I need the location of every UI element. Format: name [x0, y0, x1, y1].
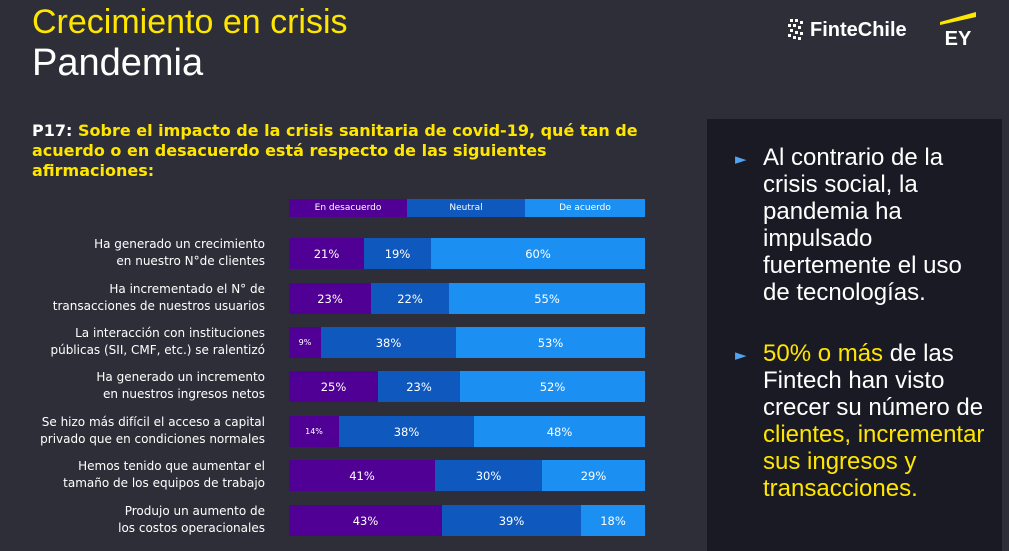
stacked-bar: 23% 22% 55% [289, 283, 645, 314]
category-label: Ha generado un incremento en nuestros ing… [20, 369, 265, 403]
category-label-line: Hemos tenido que aumentar el [78, 459, 265, 473]
category-label-line: Ha generado un crecimiento [94, 237, 265, 251]
question-text: Sobre el impacto de la crisis sanitaria … [32, 121, 638, 180]
question-number: P17: [32, 121, 73, 140]
bar-segment: 23% [378, 371, 460, 402]
insight-highlight-2: clientes, incrementar sus ingresos y tra… [763, 421, 985, 502]
bar-segment: 21% [289, 238, 364, 269]
bar-segment: 39% [442, 505, 581, 536]
category-label-line: privado que en condiciones normales [40, 432, 265, 446]
category-label-line: tamaño de los equipos de trabajo [63, 476, 265, 490]
category-label-line: públicas (SII, CMF, etc.) se ralentizó [50, 343, 265, 357]
category-label-line: transacciones de nuestros usuarios [52, 299, 265, 313]
stacked-bar: 41% 30% 29% [289, 460, 645, 491]
stacked-bar: 9% 38% 53% [289, 327, 645, 358]
bar-segment: 18% [581, 505, 645, 536]
chart-legend: En desacuerdo Neutral De acuerdo [289, 199, 645, 217]
insight-bullet-2-text: de las Fintech han visto crecer su númer… [763, 340, 984, 421]
category-label: Se hizo más difícil el acceso a capital p… [20, 414, 265, 448]
bar-segment: 41% [289, 460, 435, 491]
bar-segment: 38% [321, 327, 456, 358]
bullet-triangle-icon: ► [735, 150, 747, 168]
insight-bullet-2: 50% o más de las Fintech han visto crece… [763, 340, 993, 502]
category-label: Hemos tenido que aumentar el tamaño de lo… [20, 458, 265, 492]
bar-segment: 19% [364, 238, 431, 269]
category-label-line: los costos operacionales [118, 521, 265, 535]
stacked-bar: 25% 23% 52% [289, 371, 645, 402]
category-label: Produjo un aumento de los costos operacio… [20, 503, 265, 537]
bar-segment: 14% [289, 416, 339, 447]
insight-panel [707, 119, 1002, 551]
page-subtitle: Pandemia [32, 42, 204, 84]
bar-segment: 55% [449, 283, 645, 314]
finte-chile-logo-text: FinteChile [810, 18, 907, 41]
bar-segment: 60% [431, 238, 645, 269]
insight-highlight-1: 50% o más [763, 340, 884, 367]
category-label-line: La interacción con instituciones [75, 326, 265, 340]
stacked-bar: 43% 39% 18% [289, 505, 645, 536]
category-label: Ha incrementado el N° de transacciones de… [20, 281, 265, 315]
bar-segment: 23% [289, 283, 371, 314]
stacked-bar: 14% 38% 48% [289, 416, 645, 447]
category-label-line: en nuestro N°de clientes [116, 254, 265, 268]
legend-item: Neutral [407, 199, 525, 217]
bar-segment: 43% [289, 505, 442, 536]
bar-segment: 52% [460, 371, 645, 402]
category-label: La interacción con instituciones públicas… [20, 325, 265, 359]
bar-segment: 29% [542, 460, 645, 491]
stacked-bar: 21% 19% 60% [289, 238, 645, 269]
category-label-line: en nuestros ingresos netos [103, 387, 265, 401]
category-label-line: Ha incrementado el N° de [109, 282, 265, 296]
insight-bullet-1: Al contrario de la crisis social, la pan… [763, 144, 962, 306]
category-label-line: Ha generado un incremento [96, 370, 265, 384]
finte-chile-logo-icon [788, 19, 803, 40]
bullet-triangle-icon: ► [735, 346, 747, 364]
bar-segment: 53% [456, 327, 645, 358]
ey-logo: EY [940, 12, 976, 48]
legend-item: En desacuerdo [289, 199, 407, 217]
bar-segment: 38% [339, 416, 474, 447]
survey-question: P17: Sobre el impacto de la crisis sanit… [32, 121, 672, 181]
category-label: Ha generado un crecimiento en nuestro N°d… [20, 236, 265, 270]
category-label-line: Se hizo más difícil el acceso a capital [41, 415, 265, 429]
legend-item: De acuerdo [525, 199, 645, 217]
bar-segment: 22% [371, 283, 449, 314]
bar-segment: 30% [435, 460, 542, 491]
finte-chile-logo: FinteChile [787, 18, 907, 42]
page-title: Crecimiento en crisis [32, 3, 348, 41]
ey-logo-text: EY [945, 28, 972, 48]
bar-segment: 25% [289, 371, 378, 402]
category-label-line: Produjo un aumento de [124, 504, 265, 518]
bar-segment: 48% [474, 416, 645, 447]
bar-segment: 9% [289, 327, 321, 358]
